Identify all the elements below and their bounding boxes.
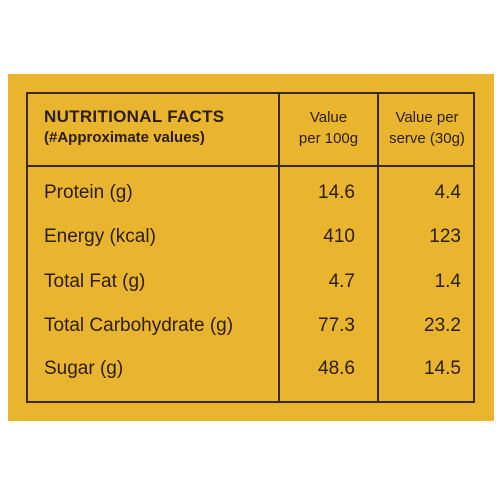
value-per-100g: 48.6: [318, 358, 355, 379]
value-per-100g: 410: [323, 226, 355, 247]
label-panel: NUTRITIONAL FACTS (#Approximate values) …: [8, 74, 494, 421]
row-label-protein: Protein (g): [44, 182, 133, 203]
value-per-100g: 4.7: [328, 271, 355, 292]
value-per-serve: 14.5: [424, 358, 461, 379]
column-header-line: serve (30g): [389, 130, 465, 147]
column-header-line: Value per: [395, 109, 459, 126]
row-label-sugar: Sugar (g): [44, 358, 124, 379]
value-per-serve: 1.4: [434, 271, 461, 292]
nutrition-facts-table: NUTRITIONAL FACTS (#Approximate values) …: [26, 92, 475, 403]
value-per-100g: 77.3: [318, 315, 355, 336]
column-header-line: per 100g: [298, 130, 359, 147]
table-title: NUTRITIONAL FACTS: [44, 107, 225, 126]
value-per-serve: 123: [429, 226, 461, 247]
row-label-total-carbohydrate: Total Carbohydrate (g): [44, 315, 234, 336]
column-header-per-serve: Value per serve (30g): [379, 107, 475, 149]
row-label-total-fat: Total Fat (g): [44, 271, 146, 292]
value-per-serve: 23.2: [424, 315, 461, 336]
column-header-line: Value: [309, 109, 348, 126]
row-label-energy: Energy (kcal): [44, 226, 156, 247]
value-per-serve: 4.4: [434, 182, 461, 203]
header-divider: [28, 165, 473, 167]
column-divider: [377, 94, 379, 401]
column-divider: [278, 94, 280, 401]
table-subtitle: (#Approximate values): [44, 129, 205, 146]
value-per-100g: 14.6: [318, 182, 355, 203]
column-header-per-100g: Value per 100g: [280, 107, 377, 149]
